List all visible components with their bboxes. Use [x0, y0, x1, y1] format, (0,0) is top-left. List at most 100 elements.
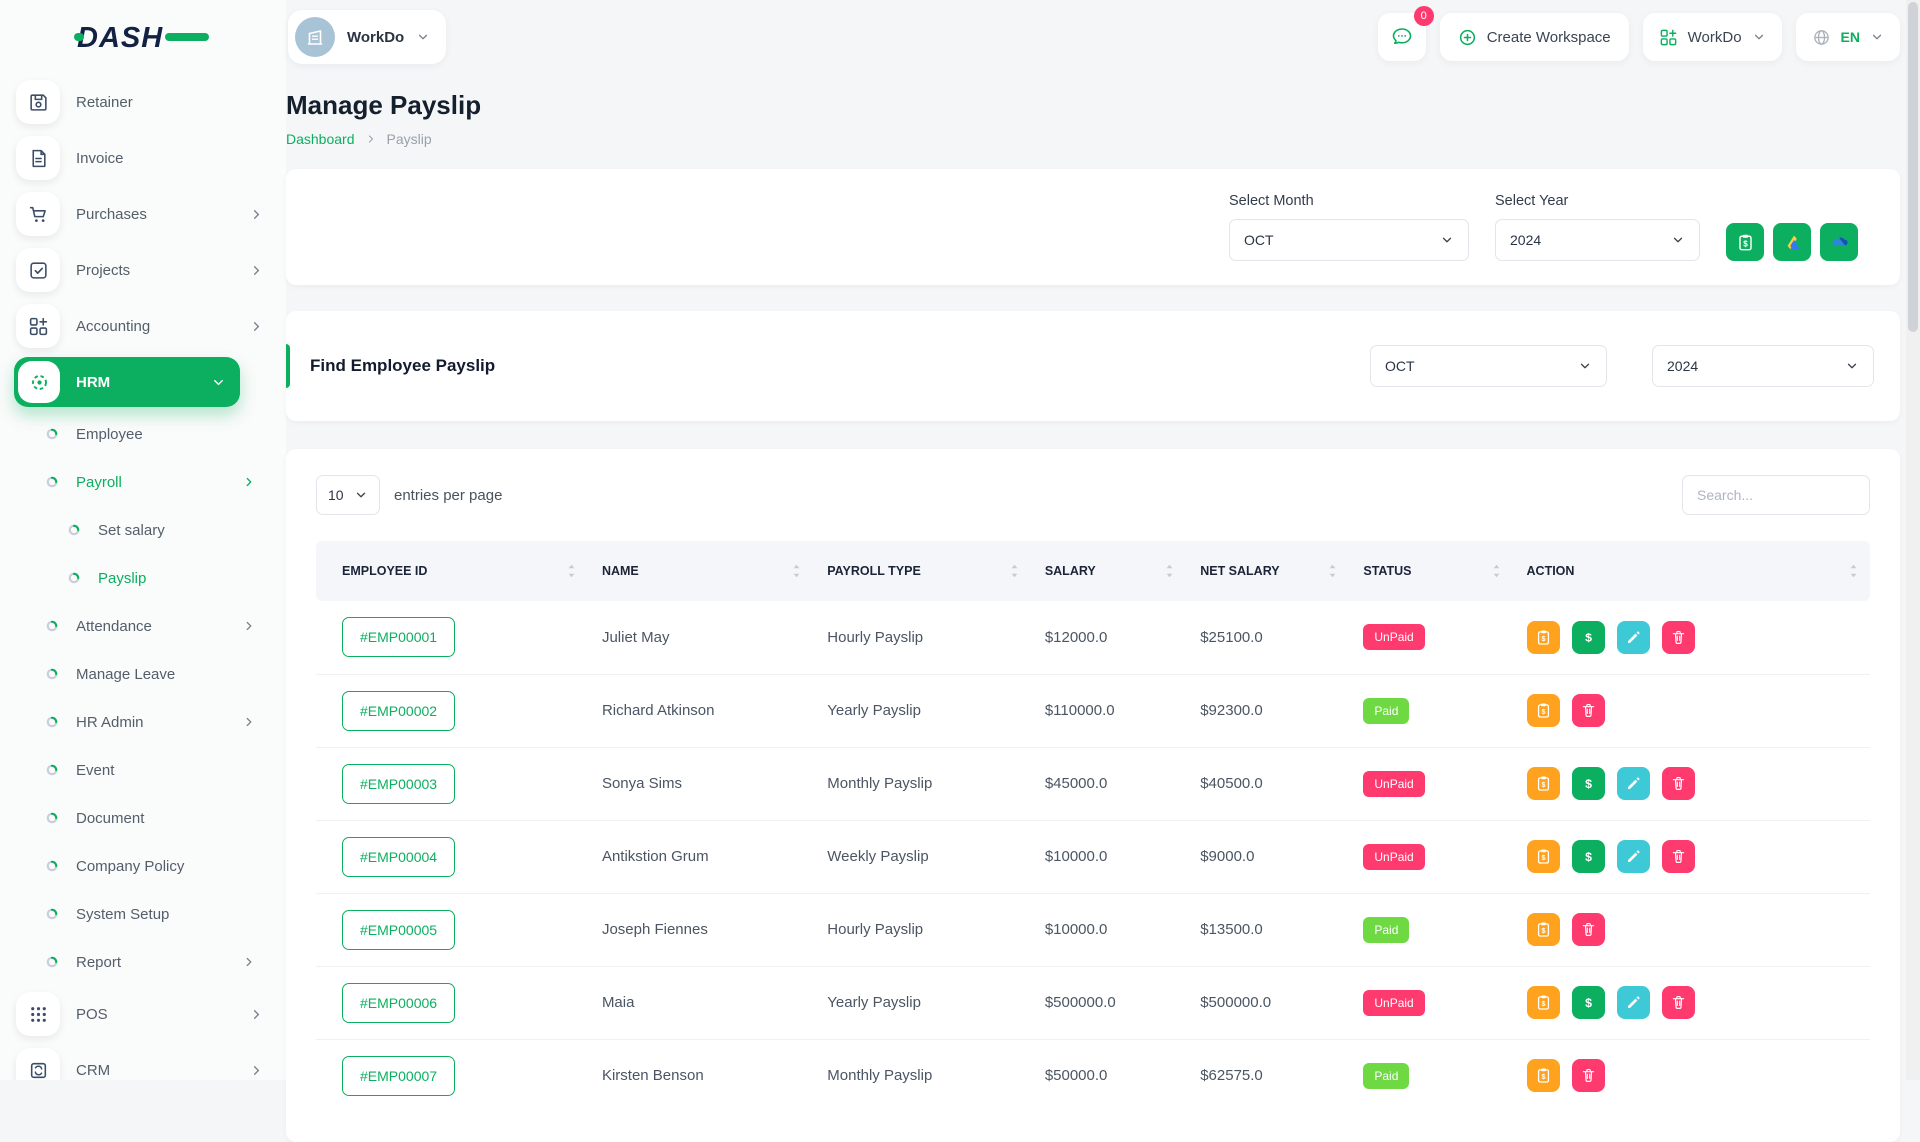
sidebar-item-label: CRM [76, 1062, 110, 1079]
sidebar-item-label: Accounting [76, 318, 150, 335]
cell-payroll-type: Yearly Payslip [813, 674, 1031, 747]
payslip-button[interactable] [1527, 913, 1560, 946]
sort-icon[interactable] [1849, 564, 1858, 579]
sidebar-item-event[interactable]: Event [0, 746, 286, 794]
sidebar-item-projects[interactable]: Projects [0, 242, 286, 298]
sidebar-item-document[interactable]: Document [0, 794, 286, 842]
breadcrumb-dashboard-link[interactable]: Dashboard [286, 131, 355, 147]
sidebar-subitem-label: Event [76, 762, 114, 779]
sidebar-item-payroll[interactable]: Payroll [0, 458, 286, 506]
col-header-payroll-type[interactable]: PAYROLL TYPE [813, 541, 1031, 601]
status-badge: UnPaid [1363, 771, 1424, 797]
workspace-selector[interactable]: WorkDo [288, 10, 446, 64]
bullet-ring-icon [46, 860, 58, 872]
create-workspace-button[interactable]: Create Workspace [1440, 13, 1629, 61]
sort-icon[interactable] [567, 564, 576, 579]
col-header-employee-id[interactable]: EMPLOYEE ID [316, 541, 588, 601]
delete-button[interactable] [1572, 913, 1605, 946]
delete-button[interactable] [1662, 840, 1695, 873]
sidebar-item-hrm[interactable]: HRM [14, 357, 240, 407]
cell-salary: $500000.0 [1031, 966, 1186, 1039]
google-drive-export-button[interactable] [1773, 223, 1811, 261]
employee-id-link[interactable]: #EMP00003 [342, 764, 455, 804]
sort-icon[interactable] [792, 564, 801, 579]
year-select[interactable]: 2024 [1495, 219, 1700, 261]
col-header-status[interactable]: STATUS [1349, 541, 1512, 601]
trash-icon [1670, 629, 1687, 646]
bullet-ring-icon [46, 764, 58, 776]
find-year-select[interactable]: 2024 [1652, 345, 1874, 387]
onedrive-export-button[interactable] [1820, 223, 1858, 261]
grid-plus-icon [16, 304, 60, 348]
apps-menu-button[interactable]: WorkDo [1643, 13, 1782, 61]
payslip-button[interactable] [1527, 694, 1560, 727]
find-month-select[interactable]: OCT [1370, 345, 1607, 387]
sidebar-item-company-policy[interactable]: Company Policy [0, 842, 286, 890]
sort-icon[interactable] [1165, 564, 1174, 579]
employee-id-link[interactable]: #EMP00007 [342, 1056, 455, 1096]
sidebar-item-crm[interactable]: CRM [0, 1042, 286, 1080]
employee-id-link[interactable]: #EMP00006 [342, 983, 455, 1023]
sort-icon[interactable] [1328, 564, 1337, 579]
sidebar-item-system-setup[interactable]: System Setup [0, 890, 286, 938]
cell-salary: $110000.0 [1031, 674, 1186, 747]
scrollbar-thumb[interactable] [1908, 2, 1918, 332]
language-selector[interactable]: EN [1796, 13, 1900, 61]
employee-id-link[interactable]: #EMP00002 [342, 691, 455, 731]
payslip-button[interactable] [1527, 1059, 1560, 1092]
sidebar-item-payslip[interactable]: Payslip [0, 554, 286, 602]
payslip-button[interactable] [1527, 986, 1560, 1019]
employee-id-link[interactable]: #EMP00001 [342, 617, 455, 657]
sidebar-item-label: POS [76, 1006, 108, 1023]
sort-icon[interactable] [1492, 564, 1501, 579]
col-header-net-salary[interactable]: NET SALARY [1186, 541, 1349, 601]
col-header-name[interactable]: NAME [588, 541, 813, 601]
sidebar-item-purchases[interactable]: Purchases [0, 186, 286, 242]
pay-button[interactable] [1572, 840, 1605, 873]
messages-button[interactable]: 0 [1378, 13, 1426, 61]
sidebar-subitem-label: Company Policy [76, 858, 184, 875]
payslip-button[interactable] [1527, 767, 1560, 800]
sidebar-item-set-salary[interactable]: Set salary [0, 506, 286, 554]
dollar-icon [1580, 848, 1597, 865]
delete-button[interactable] [1572, 694, 1605, 727]
edit-button[interactable] [1617, 621, 1650, 654]
edit-button[interactable] [1617, 986, 1650, 1019]
employee-id-link[interactable]: #EMP00004 [342, 837, 455, 877]
sidebar-item-invoice[interactable]: Invoice [0, 130, 286, 186]
col-header-salary[interactable]: SALARY [1031, 541, 1186, 601]
hrm-icon [18, 361, 60, 403]
pay-button[interactable] [1572, 767, 1605, 800]
month-select[interactable]: OCT [1229, 219, 1469, 261]
employee-id-link[interactable]: #EMP00005 [342, 910, 455, 950]
sidebar-item-employee[interactable]: Employee [0, 410, 286, 458]
sidebar-item-hr-admin[interactable]: HR Admin [0, 698, 286, 746]
sidebar-item-attendance[interactable]: Attendance [0, 602, 286, 650]
pay-button[interactable] [1572, 986, 1605, 1019]
generate-payslip-button[interactable] [1726, 223, 1764, 261]
app-logo[interactable]: DASH [0, 0, 286, 74]
sidebar-item-accounting[interactable]: Accounting [0, 298, 286, 354]
entries-select[interactable]: 10 [316, 475, 380, 515]
pay-button[interactable] [1572, 621, 1605, 654]
delete-button[interactable] [1662, 621, 1695, 654]
sidebar-item-manage-leave[interactable]: Manage Leave [0, 650, 286, 698]
delete-button[interactable] [1662, 986, 1695, 1019]
payslip-filter-card: Select Month OCT Select Year 2024 [286, 169, 1900, 285]
search-input[interactable] [1682, 475, 1870, 515]
col-header-action[interactable]: ACTION [1513, 541, 1870, 601]
payslip-button[interactable] [1527, 621, 1560, 654]
create-workspace-label: Create Workspace [1487, 29, 1611, 46]
delete-button[interactable] [1572, 1059, 1605, 1092]
page-scrollbar[interactable] [1906, 0, 1920, 1080]
sidebar-item-pos[interactable]: POS [0, 986, 286, 1042]
edit-button[interactable] [1617, 767, 1650, 800]
delete-button[interactable] [1662, 767, 1695, 800]
payslip-button[interactable] [1527, 840, 1560, 873]
sidebar-item-retainer[interactable]: Retainer [0, 74, 286, 130]
edit-button[interactable] [1617, 840, 1650, 873]
sidebar-item-report[interactable]: Report [0, 938, 286, 986]
year-select-value: 2024 [1510, 232, 1541, 248]
workspace-avatar [295, 17, 335, 57]
sort-icon[interactable] [1010, 564, 1019, 579]
